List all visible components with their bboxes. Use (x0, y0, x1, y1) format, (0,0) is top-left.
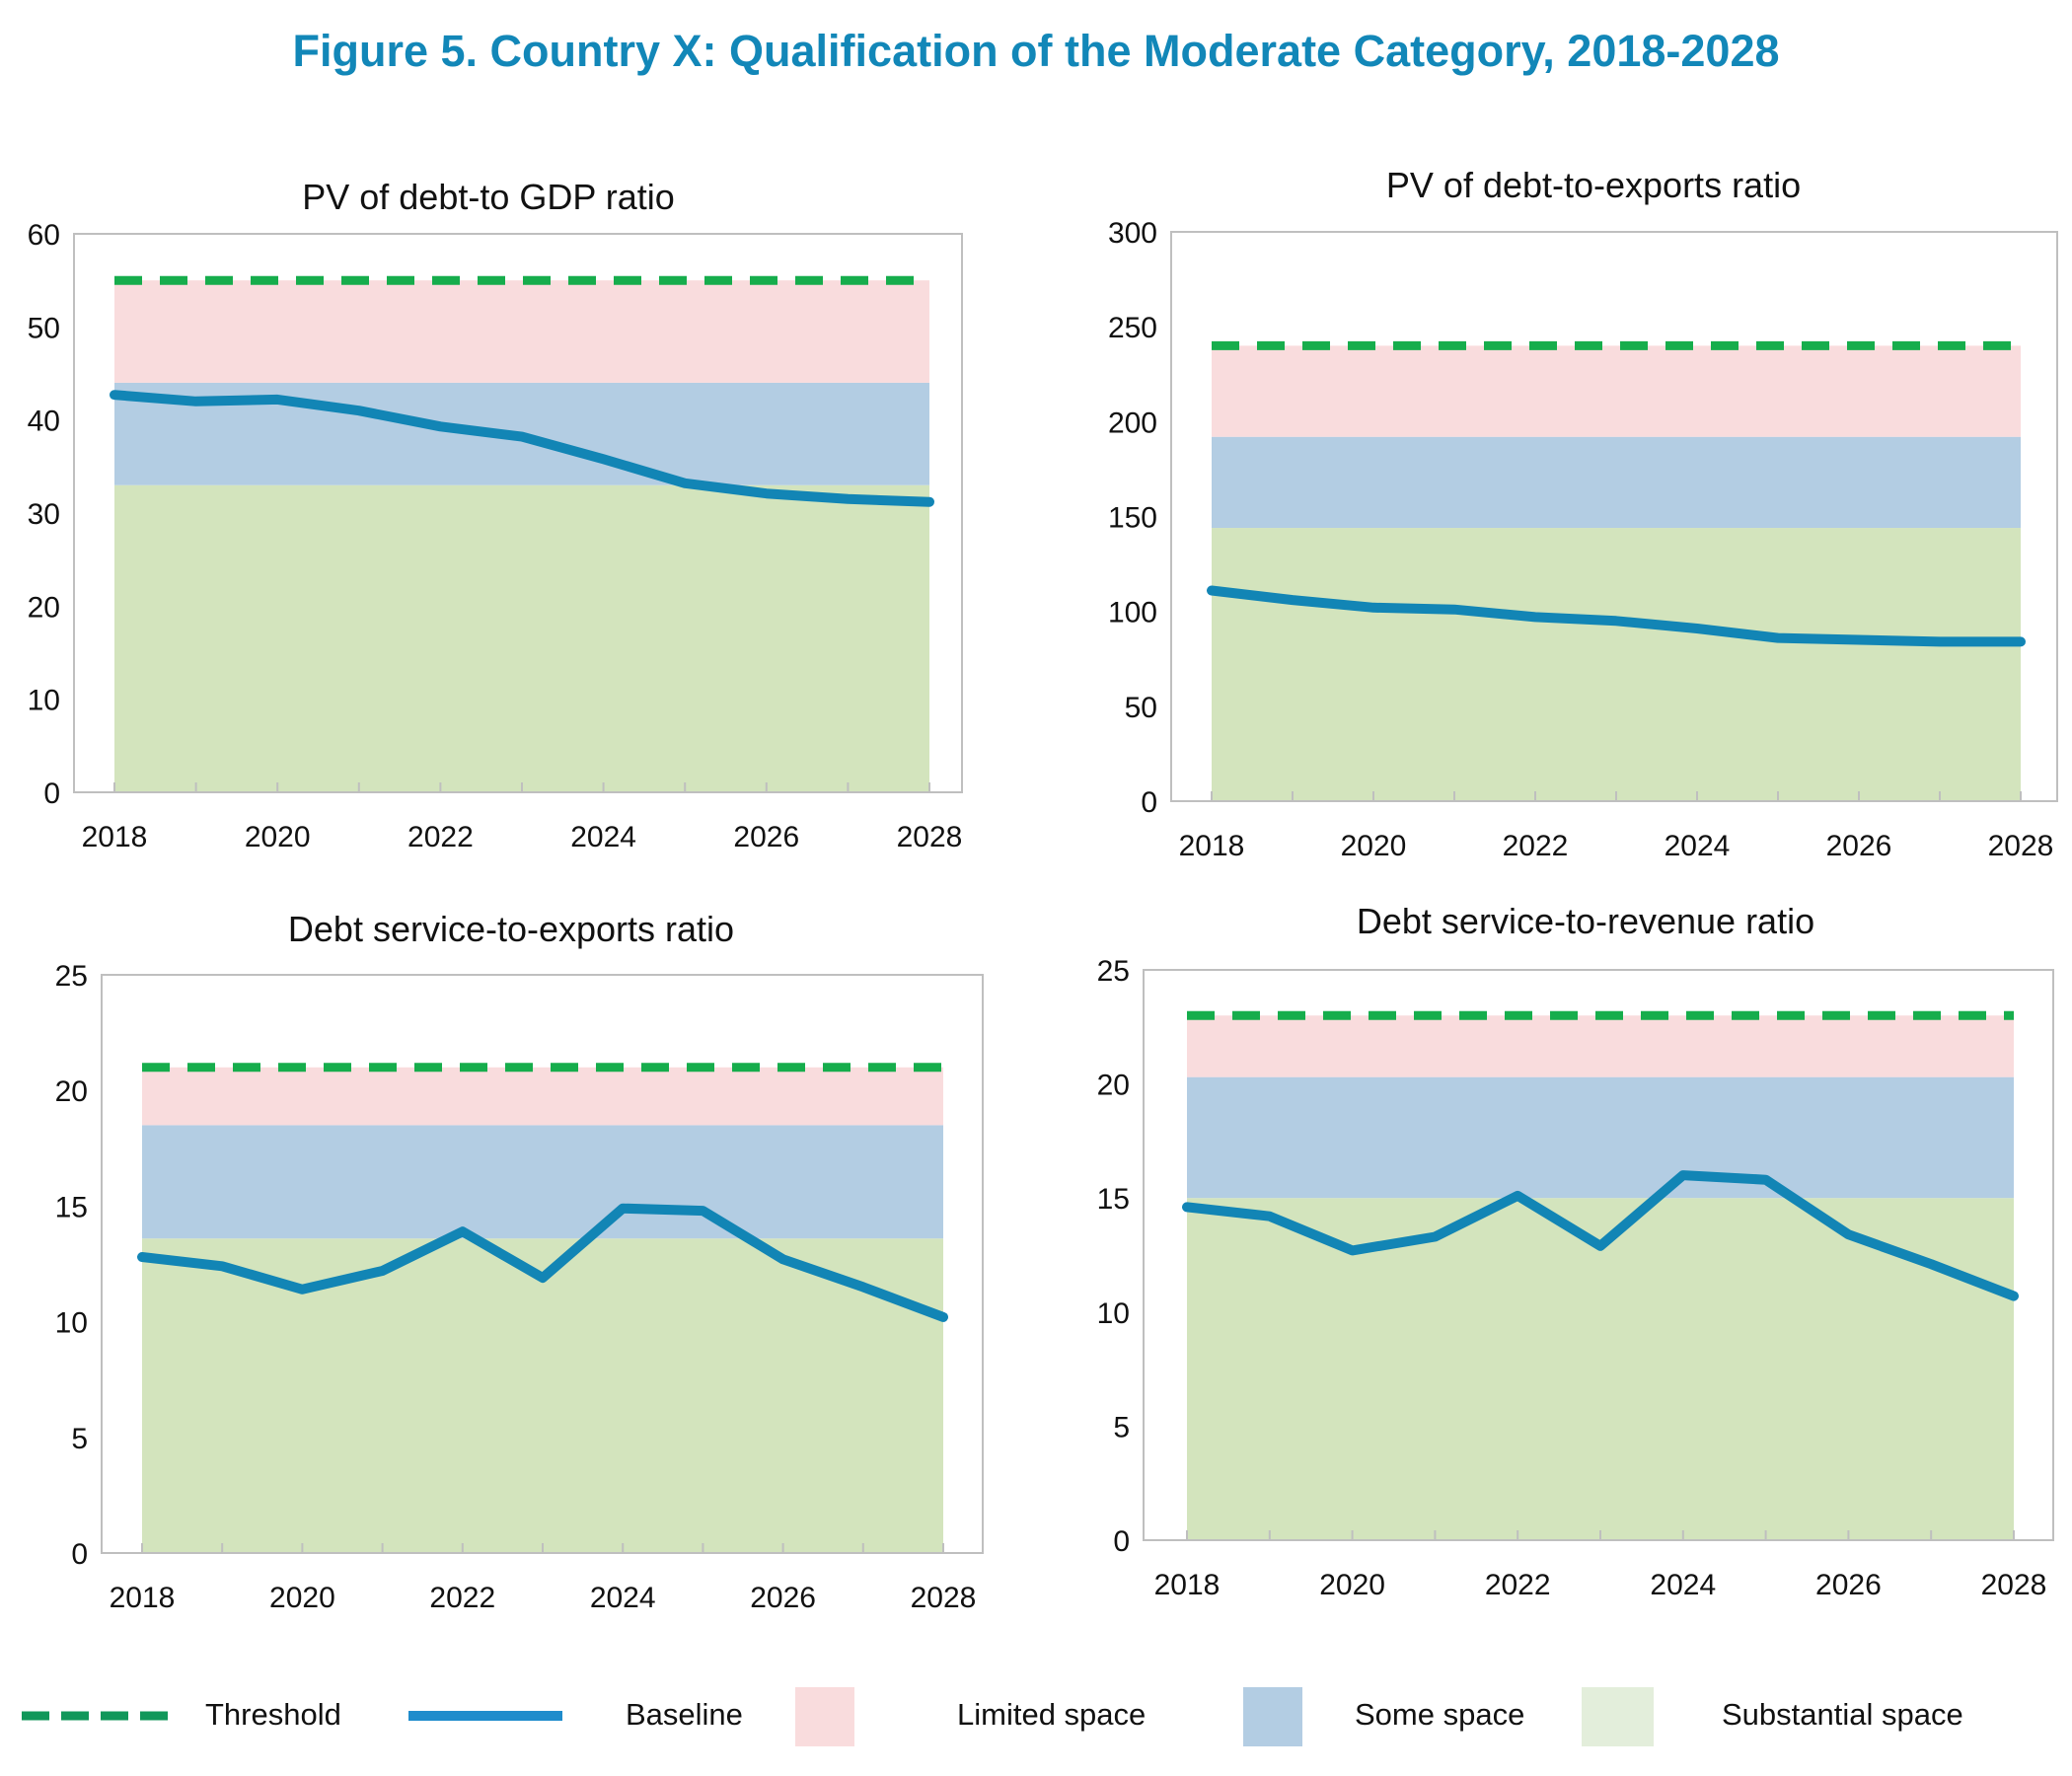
x-tick-label: 2022 (1485, 1569, 1551, 1601)
y-tick-label: 25 (1097, 955, 1130, 988)
y-tick-label: 200 (1108, 407, 1157, 439)
y-tick-label: 50 (28, 312, 60, 344)
y-tick-label: 150 (1108, 502, 1157, 535)
baseline-line (110, 390, 934, 507)
x-tick-label: 2018 (1179, 830, 1245, 862)
limited-space-swatch (795, 1687, 854, 1746)
x-tick-label: 2022 (1503, 830, 1569, 862)
panel-title: Debt service-to-revenue ratio (1357, 901, 1814, 941)
x-tick-label: 2018 (110, 1582, 176, 1614)
baseline-line (1182, 1170, 2019, 1301)
legend-label-some: Some space (1355, 1697, 1525, 1732)
x-tick-label: 2020 (1341, 830, 1407, 862)
chart-panel-1: 0 10 20 30 40 50 60 2018 2020 2022 2024 2026 2028 PV … (28, 177, 963, 853)
figure-title: Figure 5. Country X: Qualification of th… (292, 26, 1780, 76)
y-tick-label: 20 (55, 1075, 88, 1108)
some-space-band (1212, 436, 2021, 529)
legend-label-substantial: Substantial space (1722, 1697, 1963, 1732)
x-tick-label: 2026 (750, 1582, 816, 1614)
y-tick-label: 50 (1125, 692, 1157, 724)
x-tick-label: 2028 (911, 1582, 977, 1614)
x-tick-label: 2020 (269, 1582, 335, 1614)
panel-title: PV of debt-to-exports ratio (1386, 165, 1801, 205)
chart-panel-2: 0 50 100 150 200 250 300 2018 2020 2022 2024 2026 20… (1108, 165, 2058, 862)
legend: Threshold Baseline Limited space Some sp… (0, 1677, 2072, 1756)
baseline-line (137, 1203, 948, 1322)
panel-title: PV of debt-to GDP ratio (302, 177, 675, 217)
y-tick-label: 25 (55, 960, 88, 993)
some-space-band (1187, 1076, 2014, 1199)
legend-label-limited: Limited space (957, 1697, 1147, 1732)
y-tick-label: 40 (28, 406, 60, 438)
y-tick-label: 15 (55, 1191, 88, 1223)
panel-title: Debt service-to-exports ratio (288, 909, 734, 949)
x-tick-label: 2024 (590, 1582, 656, 1614)
substantial-space-band (142, 1238, 943, 1553)
x-tick-label: 2024 (1665, 830, 1731, 862)
y-tick-label: 5 (71, 1423, 88, 1455)
y-tick-label: 15 (1097, 1183, 1130, 1216)
baseline-legend-line (408, 1711, 562, 1721)
x-tick-label: 2028 (1981, 1569, 2047, 1601)
plot-frame (73, 233, 963, 793)
legend-label-baseline: Baseline (626, 1697, 743, 1732)
plot-frame (1170, 231, 2058, 802)
y-tick-label: 20 (1097, 1070, 1130, 1102)
y-tick-label: 10 (1097, 1297, 1130, 1330)
x-tick-label: 2026 (1815, 1569, 1882, 1601)
y-tick-label: 300 (1108, 217, 1157, 250)
chart-panel-4: 0 5 10 15 20 25 2018 2020 2022 2024 2026 2028 Debt s… (1097, 901, 2054, 1601)
x-tick-label: 2022 (429, 1582, 495, 1614)
x-tick-label: 2028 (897, 821, 963, 853)
y-tick-label: 0 (71, 1538, 88, 1571)
x-tick-label: 2028 (1988, 830, 2054, 862)
some-space-swatch (1243, 1687, 1302, 1746)
y-tick-label: 5 (1113, 1411, 1130, 1443)
plot-frame (1143, 969, 2054, 1541)
limited-space-band (1212, 345, 2021, 437)
y-tick-label: 30 (28, 498, 60, 531)
limited-space-band (1187, 1015, 2014, 1077)
some-space-band (142, 1125, 943, 1239)
substantial-space-swatch (1582, 1687, 1654, 1746)
x-tick-label: 2020 (1319, 1569, 1385, 1601)
limited-space-band (114, 280, 929, 383)
x-tick-label: 2024 (1650, 1569, 1716, 1601)
x-tick-label: 2024 (570, 821, 636, 853)
x-tick-label: 2022 (407, 821, 474, 853)
x-tick-label: 2026 (733, 821, 799, 853)
substantial-space-band (1187, 1198, 2014, 1540)
y-tick-label: 20 (28, 591, 60, 624)
y-tick-label: 60 (28, 219, 60, 252)
y-tick-label: 10 (55, 1307, 88, 1340)
y-tick-label: 250 (1108, 312, 1157, 344)
y-tick-label: 0 (43, 777, 60, 810)
x-tick-label: 2018 (1154, 1569, 1221, 1601)
y-tick-label: 10 (28, 685, 60, 717)
x-tick-label: 2020 (245, 821, 311, 853)
limited-space-band (142, 1067, 943, 1126)
y-tick-label: 100 (1108, 597, 1157, 629)
y-tick-label: 0 (1141, 786, 1157, 819)
x-tick-label: 2026 (1826, 830, 1892, 862)
baseline-line (1207, 585, 2026, 647)
legend-label-threshold: Threshold (205, 1697, 341, 1732)
threshold-legend-line (22, 1711, 170, 1721)
x-tick-label: 2018 (82, 821, 148, 853)
substantial-space-band (114, 484, 929, 792)
y-tick-label: 0 (1113, 1525, 1130, 1558)
substantial-space-band (1212, 528, 2021, 801)
chart-panel-3: 0 5 10 15 20 25 2018 2020 2022 2024 2026 2028 Debt s… (55, 909, 984, 1614)
